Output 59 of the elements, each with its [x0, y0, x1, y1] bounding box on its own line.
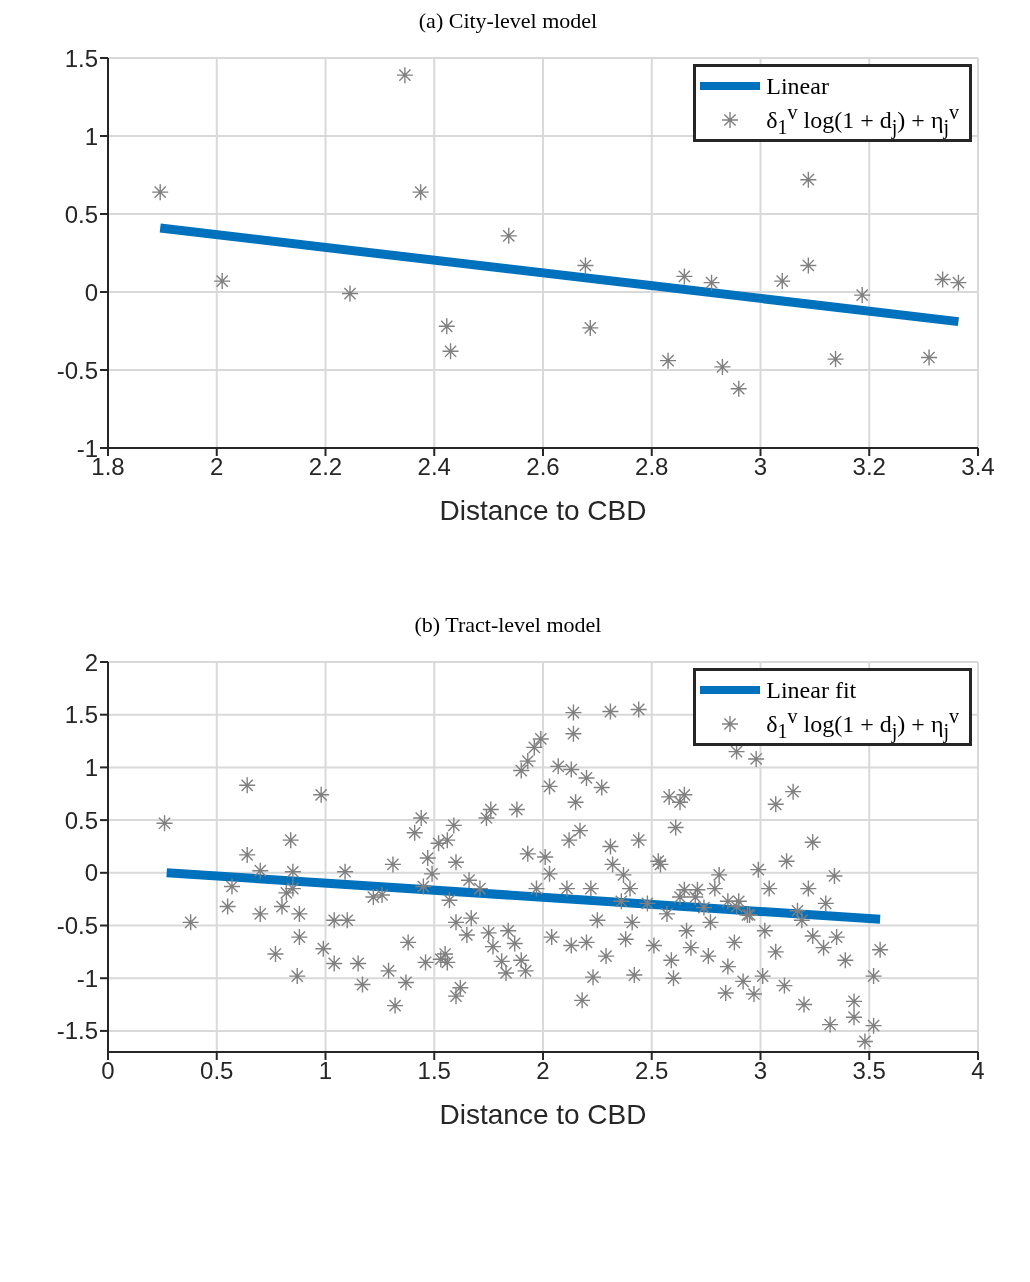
point [441, 342, 460, 360]
point [799, 256, 818, 275]
chart-title: (b) Tract-level model [413, 612, 603, 639]
x-tick-label: 4 [971, 1057, 985, 1085]
x-tick-label: 3.5 [852, 1057, 886, 1085]
x-tick-label: 3 [753, 1057, 768, 1085]
y-tick-label: -1 [76, 964, 98, 992]
point [576, 256, 595, 275]
y-tick-label: 0.5 [64, 200, 98, 228]
y-tick-label: 2 [84, 648, 98, 676]
point [581, 319, 600, 337]
point [933, 270, 952, 289]
point [151, 183, 169, 201]
x-tick-label: 3.2 [852, 453, 886, 481]
point [213, 272, 231, 290]
x-tick-label: 1 [318, 1057, 333, 1085]
x-tick-label: 2 [536, 1057, 550, 1085]
point [826, 350, 845, 368]
y-tick-label: 1 [84, 122, 98, 150]
point [713, 358, 732, 376]
y-tick-label: -1.5 [56, 1017, 98, 1045]
chart-title: (a) City-level model [417, 8, 599, 35]
y-tick-label: 1.5 [64, 44, 98, 72]
y-tick-label: 0 [84, 278, 98, 306]
point [853, 286, 871, 304]
point [730, 380, 748, 398]
point [920, 348, 938, 367]
point [500, 227, 518, 245]
y-tick-label: 1.5 [64, 701, 98, 729]
x-tick-label: 2.5 [635, 1057, 669, 1085]
x-axis-title: Distance to CBD [439, 495, 647, 526]
point [773, 272, 791, 290]
point [702, 273, 721, 292]
point [411, 183, 430, 201]
x-tick-label: 0 [101, 1057, 115, 1085]
point [438, 317, 456, 336]
point [799, 170, 818, 189]
x-tick-label: 2.8 [635, 453, 669, 481]
x-tick-label: 2.4 [417, 453, 451, 481]
point [949, 273, 968, 292]
point [341, 284, 359, 303]
x-tick-label: 1.5 [417, 1057, 451, 1085]
legend-label: Linear fit [766, 676, 857, 704]
y-tick-label: 0.5 [64, 806, 98, 834]
y-tick-label: 0 [84, 859, 98, 887]
point [675, 267, 694, 286]
point [659, 351, 677, 370]
x-tick-label: 0.5 [200, 1057, 234, 1085]
x-tick-label: 3.4 [961, 453, 995, 481]
y-tick-label: 1 [84, 753, 98, 781]
x-tick-label: 2.6 [526, 453, 560, 481]
x-tick-label: 3 [753, 453, 768, 481]
legend-label: Linear [766, 72, 829, 100]
x-tick-label: 2 [210, 453, 224, 481]
y-tick-label: -0.5 [56, 912, 98, 940]
point [396, 66, 414, 84]
y-tick-label: -0.5 [56, 356, 98, 384]
x-tick-label: 2.2 [308, 453, 343, 481]
x-axis-title: Distance to CBD [439, 1099, 647, 1130]
